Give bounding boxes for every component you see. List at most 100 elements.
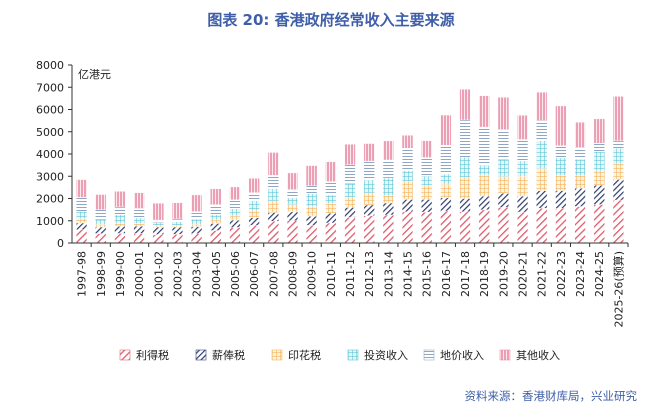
bar-segment-印花税 (152, 224, 164, 228)
bar-segment-薪俸税 (555, 190, 567, 209)
bar-segment-其他收入 (516, 115, 529, 140)
source-note: 资料来源：香港财库局，兴业研究 (465, 389, 638, 403)
bar-segment-薪俸税 (229, 219, 241, 228)
bar-segment-薪俸税 (171, 226, 184, 235)
bar-segment-地价收入 (478, 126, 490, 166)
bar-segment-投资收入 (306, 193, 318, 207)
bar-stack-2015-16 (421, 140, 433, 244)
bar-segment-利得税 (516, 211, 529, 244)
x-tick-label: 2013-14 (382, 251, 395, 297)
bar-segment-薪俸税 (401, 199, 414, 213)
x-tick-label: 1997-98 (76, 251, 89, 297)
legend-swatch (195, 349, 207, 361)
y-tick-label: 4000 (36, 148, 64, 161)
bar-segment-其他收入 (325, 161, 337, 182)
bar-segment-其他收入 (267, 152, 279, 176)
bar-segment-薪俸税 (114, 226, 126, 234)
bar-segment-其他收入 (363, 143, 375, 162)
bar-segment-投资收入 (363, 179, 375, 194)
bar-stack-2017-18 (459, 89, 471, 244)
y-tick-label: 8000 (36, 59, 64, 72)
bar-segment-印花税 (574, 175, 586, 189)
bar-stack-2023-24 (574, 121, 586, 244)
bar-segment-薪俸税 (363, 204, 375, 216)
bar-segment-投资收入 (555, 157, 567, 176)
legend-label: 利得税 (136, 348, 169, 362)
bar-segment-地价收入 (382, 159, 394, 179)
y-axis-unit-label: 亿港元 (78, 68, 111, 81)
bar-segment-利得税 (248, 224, 260, 244)
bar-segment-利得税 (152, 234, 164, 244)
bar-segment-利得税 (574, 206, 586, 244)
bar-segment-投资收入 (459, 157, 471, 178)
x-tick-label: 2012-13 (363, 251, 376, 297)
bar-segment-印花税 (440, 183, 452, 199)
bar-segment-地价收入 (229, 199, 241, 209)
bar-segment-投资收入 (171, 221, 184, 226)
bar-segment-其他收入 (76, 179, 88, 198)
bar-segment-其他收入 (95, 194, 107, 210)
bar-segment-利得税 (536, 208, 548, 244)
bar-segment-利得税 (229, 227, 241, 244)
bar-segment-利得税 (421, 211, 433, 244)
y-tick-label: 5000 (36, 126, 64, 139)
bar-segment-地价收入 (555, 145, 567, 158)
bar-segment-投资收入 (401, 170, 414, 182)
bar-segment-薪俸税 (344, 207, 356, 218)
bar-segment-地价收入 (171, 218, 184, 222)
bar-segment-印花税 (229, 215, 241, 221)
bar-segment-利得税 (555, 208, 567, 244)
bar-segment-其他收入 (440, 114, 452, 146)
legend-swatch (347, 349, 359, 361)
bar-stack-2018-19 (478, 95, 490, 244)
bar-segment-薪俸税 (478, 195, 490, 211)
x-tick-label: 2006-07 (248, 251, 261, 297)
bar-segment-投资收入 (267, 188, 279, 202)
bar-segment-投资收入 (248, 200, 260, 211)
legend-label: 地价收入 (440, 348, 484, 362)
bar-segment-其他收入 (152, 202, 164, 221)
bar-stack-2019-20 (497, 97, 509, 244)
bar-segment-投资收入 (574, 159, 586, 177)
bar-segment-其他收入 (401, 135, 414, 149)
x-tick-label: 2014-15 (402, 251, 415, 297)
bar-stack-2024-25 (593, 118, 605, 244)
x-tick-label: 1998-99 (95, 251, 108, 297)
bar-segment-投资收入 (133, 217, 145, 224)
bar-stack-2010-11 (325, 161, 337, 244)
bar-segment-其他收入 (382, 140, 394, 161)
chart-title: 图表 20: 香港政府经常收入主要来源 (207, 11, 454, 29)
bar-stack-2002-03 (171, 202, 184, 244)
legend: 利得税 薪俸税 印花税 投资收入 地价收入 其他收入 (119, 348, 560, 362)
bar-stack-2004-05 (210, 188, 222, 244)
bar-stack-2008-09 (286, 172, 299, 244)
bar-segment-利得税 (497, 207, 509, 244)
legend-swatch (499, 349, 511, 361)
bar-segment-印花税 (76, 218, 88, 224)
y-tick-label: 7000 (36, 81, 64, 94)
bar-segment-其他收入 (248, 178, 260, 193)
legend-item-印花税: 印花税 (271, 348, 321, 362)
y-tick-label: 1000 (36, 215, 64, 228)
bar-segment-印花税 (248, 210, 260, 218)
bar-segment-地价收入 (593, 143, 605, 152)
bar-segment-薪俸税 (133, 225, 145, 234)
bar-segment-印花税 (133, 223, 145, 227)
bar-segment-印花税 (612, 163, 624, 180)
x-tick-label: 1999-00 (114, 251, 127, 297)
bar-stack-1997-98 (76, 179, 88, 244)
x-tick-label: 2002-03 (171, 251, 184, 297)
bar-segment-印花税 (191, 224, 203, 227)
bar-segment-地价收入 (325, 181, 337, 196)
bar-segment-薪俸税 (267, 212, 279, 222)
bar-stack-2025-26(预算) (612, 96, 624, 244)
bar-segment-地价收入 (459, 119, 471, 158)
bar-segment-地价收入 (248, 192, 260, 201)
bar-segment-地价收入 (516, 139, 529, 162)
bar-segment-薪俸税 (536, 190, 548, 209)
x-tick-label: 2018-19 (478, 251, 491, 297)
bar-segment-印花税 (286, 204, 299, 213)
bar-segment-利得税 (325, 222, 337, 244)
